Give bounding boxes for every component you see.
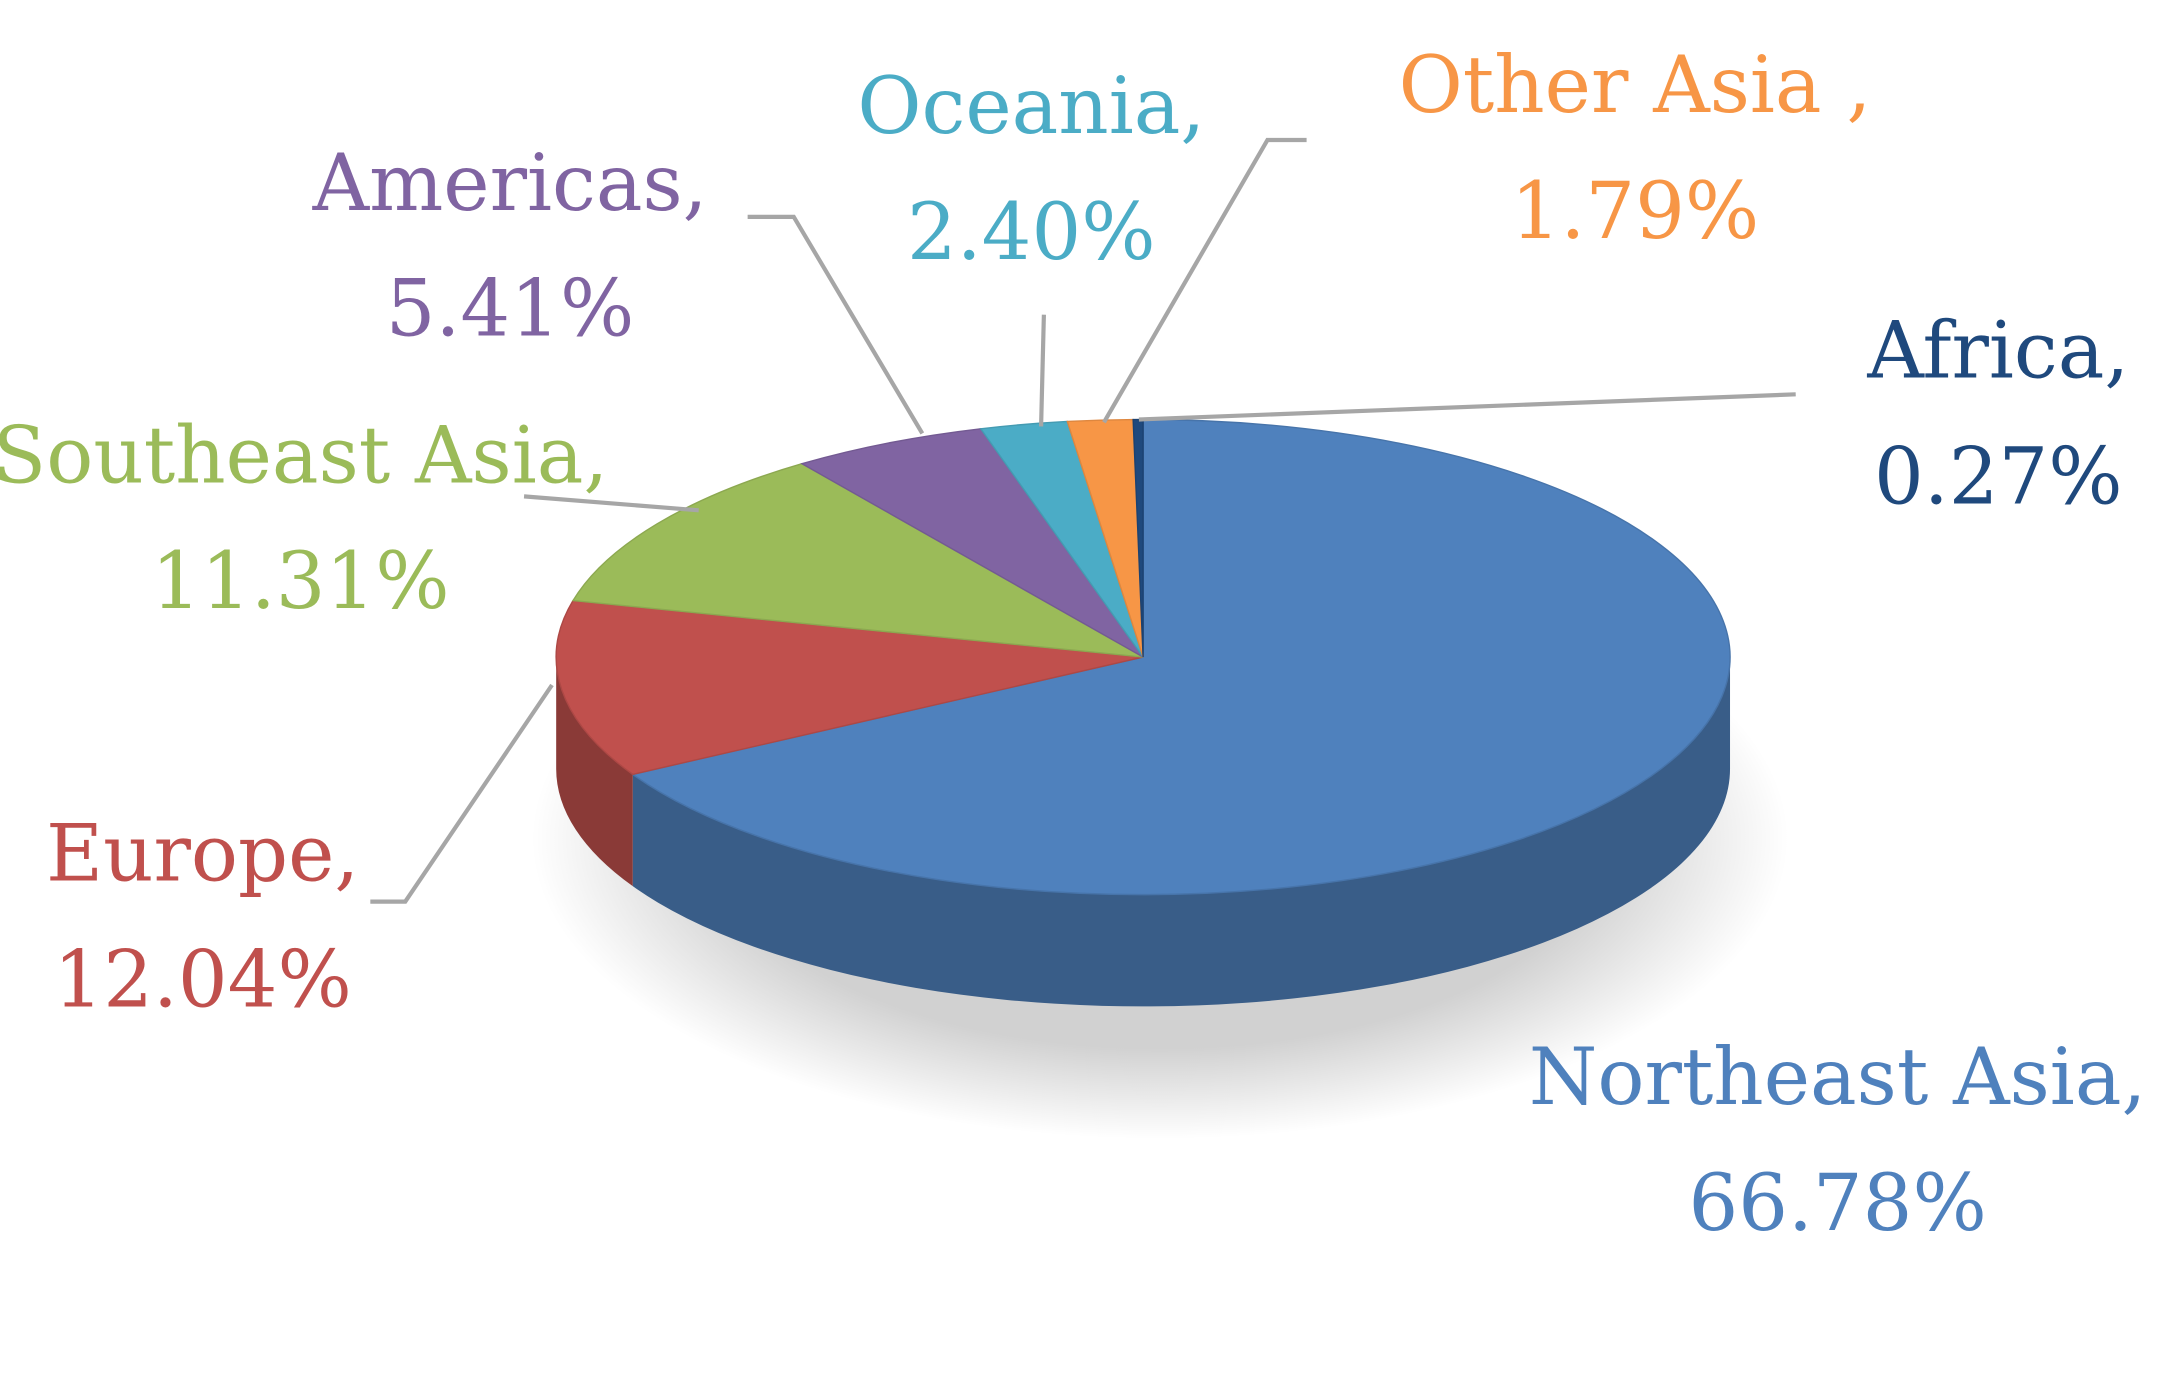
leader-line: [747, 214, 925, 435]
data-label-value: 2.40%: [907, 187, 1156, 278]
data-label-value: 12.04%: [53, 934, 351, 1025]
data-label-value: 0.27%: [1874, 431, 2123, 522]
data-label-name: Africa,: [1866, 306, 2129, 397]
pie-slice: [555, 599, 1144, 776]
pie-slice-side: [632, 657, 1731, 1007]
data-label-value: 11.31%: [151, 536, 449, 627]
data-label-name: Southeast Asia,: [0, 410, 608, 501]
data-label-value: 66.78%: [1688, 1158, 1986, 1249]
pie-slice: [631, 418, 1731, 896]
pie-slice: [571, 462, 1144, 658]
data-label-name: Other Asia ,: [1399, 40, 1872, 131]
data-label-value: 5.41%: [386, 264, 635, 355]
leader-line: [523, 494, 699, 513]
data-label-name: Americas,: [312, 138, 708, 229]
leader-line: [1038, 314, 1046, 427]
leader-line: [1138, 392, 1796, 422]
pie-slice-side: [556, 657, 633, 887]
pie-slice: [800, 428, 1144, 658]
leader-line: [1102, 137, 1307, 424]
data-label-name: Northeast Asia,: [1529, 1032, 2146, 1123]
data-label-name: Europe,: [46, 809, 359, 900]
data-label-value: 1.79%: [1511, 166, 1760, 257]
leader-line: [370, 683, 554, 904]
data-label-name: Oceania,: [857, 61, 1205, 152]
